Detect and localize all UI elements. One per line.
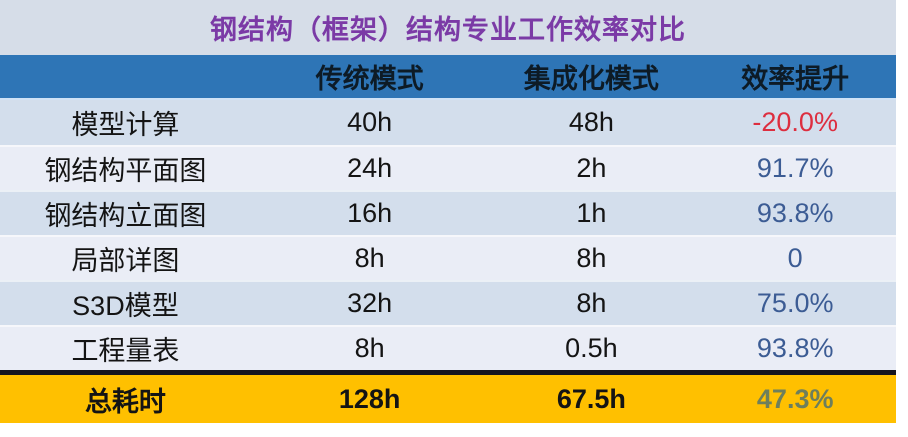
row-label: 钢结构平面图 — [44, 156, 207, 186]
efficiency-comparison-table: 钢结构（框架）结构专业工作效率对比 传统模式 集成化模式 效率提升 模型计算 4… — [0, 0, 896, 425]
integrated-value: 8h — [576, 288, 607, 318]
header-cell-efficiency: 效率提升 — [741, 64, 850, 94]
traditional-value: 40h — [347, 107, 393, 137]
row-label: 局部详图 — [71, 246, 180, 276]
total-traditional-value: 128h — [338, 383, 401, 414]
row-label: 钢结构立面图 — [44, 201, 207, 231]
efficiency-value: 0 — [787, 243, 803, 273]
traditional-value: 8h — [354, 243, 385, 273]
traditional-value: 8h — [354, 333, 385, 363]
header-cell-traditional: 传统模式 — [315, 64, 424, 94]
integrated-value: 1h — [576, 198, 607, 228]
traditional-value: 16h — [347, 198, 393, 228]
table-row: 钢结构平面图 24h 2h 91.7% — [0, 145, 896, 190]
row-label: S3D模型 — [72, 291, 179, 321]
integrated-value: 48h — [568, 107, 614, 137]
table-row: 钢结构立面图 16h 1h 93.8% — [0, 190, 896, 235]
comparison-table: 传统模式 集成化模式 效率提升 模型计算 40h 48h -20.0% 钢结构平… — [0, 55, 896, 423]
integrated-value: 8h — [576, 243, 607, 273]
table-row: S3D模型 32h 8h 75.0% — [0, 280, 896, 325]
total-label: 总耗时 — [84, 386, 166, 417]
table-title-band: 钢结构（框架）结构专业工作效率对比 — [0, 0, 896, 55]
efficiency-value: -20.0% — [752, 107, 838, 137]
integrated-value: 2h — [576, 153, 607, 183]
table-row: 工程量表 8h 0.5h 93.8% — [0, 325, 896, 370]
row-label: 工程量表 — [71, 336, 180, 366]
efficiency-value: 93.8% — [756, 333, 834, 363]
total-integrated-value: 67.5h — [556, 383, 626, 414]
table-header-row: 传统模式 集成化模式 效率提升 — [0, 55, 896, 100]
efficiency-value: 91.7% — [756, 153, 834, 183]
header-cell-blank — [0, 55, 251, 98]
total-efficiency-value: 47.3% — [756, 383, 834, 414]
total-divider-line — [0, 370, 896, 375]
integrated-value: 0.5h — [565, 333, 618, 363]
page-title: 钢结构（框架）结构专业工作效率对比 — [210, 15, 686, 45]
traditional-value: 32h — [347, 288, 393, 318]
total-row: 总耗时 128h 67.5h 47.3% — [0, 375, 896, 423]
header-cell-integrated: 集成化模式 — [523, 64, 659, 94]
efficiency-value: 75.0% — [756, 288, 834, 318]
efficiency-value: 93.8% — [756, 198, 834, 228]
table-row: 局部详图 8h 8h 0 — [0, 235, 896, 280]
table-row: 模型计算 40h 48h -20.0% — [0, 100, 896, 145]
traditional-value: 24h — [347, 153, 393, 183]
row-label: 模型计算 — [71, 110, 180, 140]
